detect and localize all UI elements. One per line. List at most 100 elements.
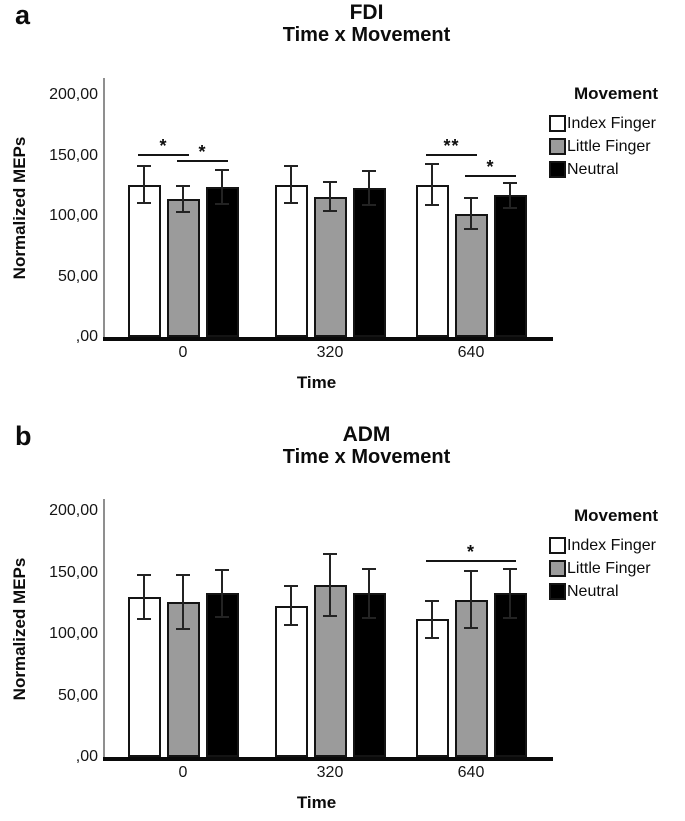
error-bar-line: [143, 574, 145, 620]
adm-plot-area: 200,00 150,00 100,00 50,00 ,00 0 320 640 *: [0, 411, 685, 821]
y-tick-label: 50,00: [57, 267, 98, 285]
neutral-swatch-icon: [549, 161, 566, 178]
x-tick-label: 640: [457, 764, 485, 781]
legend-item-label: Index Finger: [567, 536, 656, 554]
legend-item-index-finger: Index Finger: [549, 112, 683, 135]
error-bar-cap-top: [176, 573, 190, 576]
bar-index-finger-640: [415, 184, 449, 337]
y-tick-label: 200,00: [49, 86, 98, 103]
x-tick-label: 0: [178, 764, 188, 781]
legend-title: Movement: [573, 84, 659, 103]
y-tick-label: 50,00: [57, 686, 98, 704]
error-bar-line: [509, 183, 511, 208]
error-bar-line: [470, 571, 472, 628]
y-tick-label: 200,00: [49, 502, 98, 519]
error-bar-line: [329, 182, 331, 212]
x-tick-label: 320: [316, 344, 344, 361]
bar-neutral-320: [352, 593, 386, 757]
legend-item-index-finger: Index Finger: [549, 534, 683, 557]
bar-neutral-0: [205, 186, 239, 337]
significance-label: **: [443, 136, 460, 157]
error-bar-line: [368, 568, 370, 618]
significance-line: [426, 560, 516, 563]
legend-item-label: Little Finger: [567, 137, 651, 155]
y-tick-label: 150,00: [49, 146, 98, 164]
error-bar-cap-top: [503, 182, 517, 185]
legend: Movement Index Finger Little Finger Neutra…: [549, 506, 683, 603]
error-bar-cap-top: [137, 165, 151, 168]
error-bar-line: [290, 166, 292, 203]
error-bar-cap-bottom: [425, 204, 439, 207]
significance-line: [465, 174, 516, 177]
error-bar-cap-top: [464, 570, 478, 573]
bar-index-finger-640: [415, 619, 449, 757]
bar-neutral-0: [205, 593, 239, 757]
legend-item-little-finger: Little Finger: [549, 557, 683, 580]
bar-little-finger-320: [313, 584, 347, 757]
error-bar-cap-bottom: [137, 618, 151, 621]
error-bar-cap-bottom: [215, 615, 229, 618]
fdi-plot-area: 200,00 150,00 100,00 50,00,00 0 320 640 * * ** *: [49, 78, 553, 361]
error-bar-cap-top: [425, 162, 439, 165]
bar-index-finger-0: [127, 597, 161, 757]
error-bar-line: [431, 163, 433, 206]
error-bar-line: [368, 171, 370, 206]
legend-item-label: Neutral: [567, 160, 619, 178]
error-bar-cap-bottom: [362, 204, 376, 207]
bar-little-finger-0: [166, 199, 200, 337]
chart-title-line1: ADM: [342, 423, 391, 446]
little-finger-swatch-icon: [549, 560, 566, 577]
error-bar-line: [329, 554, 331, 616]
fdi-chart-title: FDI Time x Movement: [103, 1, 630, 47]
error-bar-line: [221, 170, 223, 204]
error-bar-cap-top: [464, 196, 478, 199]
error-bar-line: [290, 586, 292, 626]
error-bar-cap-top: [215, 169, 229, 172]
error-bar-cap-bottom: [323, 210, 337, 213]
error-bar-cap-bottom: [503, 206, 517, 209]
little-finger-swatch-icon: [549, 138, 566, 155]
legend-items: Index Finger Little Finger Neutral: [549, 112, 683, 181]
panel-b: b ADM Time x Movement Normalized MEPs 20…: [0, 411, 685, 821]
error-bar-cap-bottom: [215, 202, 229, 205]
error-bar-cap-top: [215, 569, 229, 572]
significance-label: *: [198, 142, 207, 163]
bar-neutral-320: [352, 188, 386, 337]
chart-title-line2: Time x Movement: [282, 446, 451, 468]
error-bar-cap-bottom: [503, 617, 517, 619]
panel-b-label: b: [15, 421, 32, 451]
y-tick-label: 100,00: [49, 625, 98, 642]
error-bar-cap-bottom: [323, 614, 337, 617]
significance-line: [426, 154, 477, 157]
bar-index-finger-320: [274, 605, 308, 757]
panel-a: a FDI Time x Movement Normalized MEPs 20…: [10, 0, 683, 392]
error-bar-line: [221, 570, 223, 617]
legend-item-label: Little Finger: [567, 559, 651, 577]
significance-label: *: [466, 542, 475, 563]
legend-item-neutral: Neutral: [549, 158, 683, 181]
x-axis-label: Time: [296, 373, 337, 392]
error-bar-cap-top: [176, 184, 190, 187]
bar-little-finger-320: [313, 196, 347, 337]
error-bar-cap-top: [284, 165, 298, 168]
error-bar-line: [509, 568, 511, 618]
x-axis-label: Time: [296, 793, 337, 812]
panel-a-label: a: [15, 0, 31, 30]
chart-title-line1: FDI: [349, 1, 384, 24]
error-bar-cap-bottom: [362, 617, 376, 619]
x-axis-line: [103, 757, 553, 761]
error-bar-cap-top: [323, 553, 337, 556]
chart-title-line2: Time x Movement: [282, 24, 451, 46]
legend-item-label: Index Finger: [567, 114, 656, 132]
error-bar-cap-bottom: [425, 636, 439, 639]
x-axis-line: [103, 337, 553, 341]
error-bar-cap-top: [284, 585, 298, 588]
error-bar-cap-top: [137, 573, 151, 576]
error-bar-cap-bottom: [464, 228, 478, 231]
error-bar-line: [431, 600, 433, 638]
x-tick-label: 640: [457, 344, 485, 361]
y-axis-line: [103, 78, 105, 337]
significance-label: *: [486, 156, 495, 177]
error-bar-cap-bottom: [284, 201, 298, 204]
